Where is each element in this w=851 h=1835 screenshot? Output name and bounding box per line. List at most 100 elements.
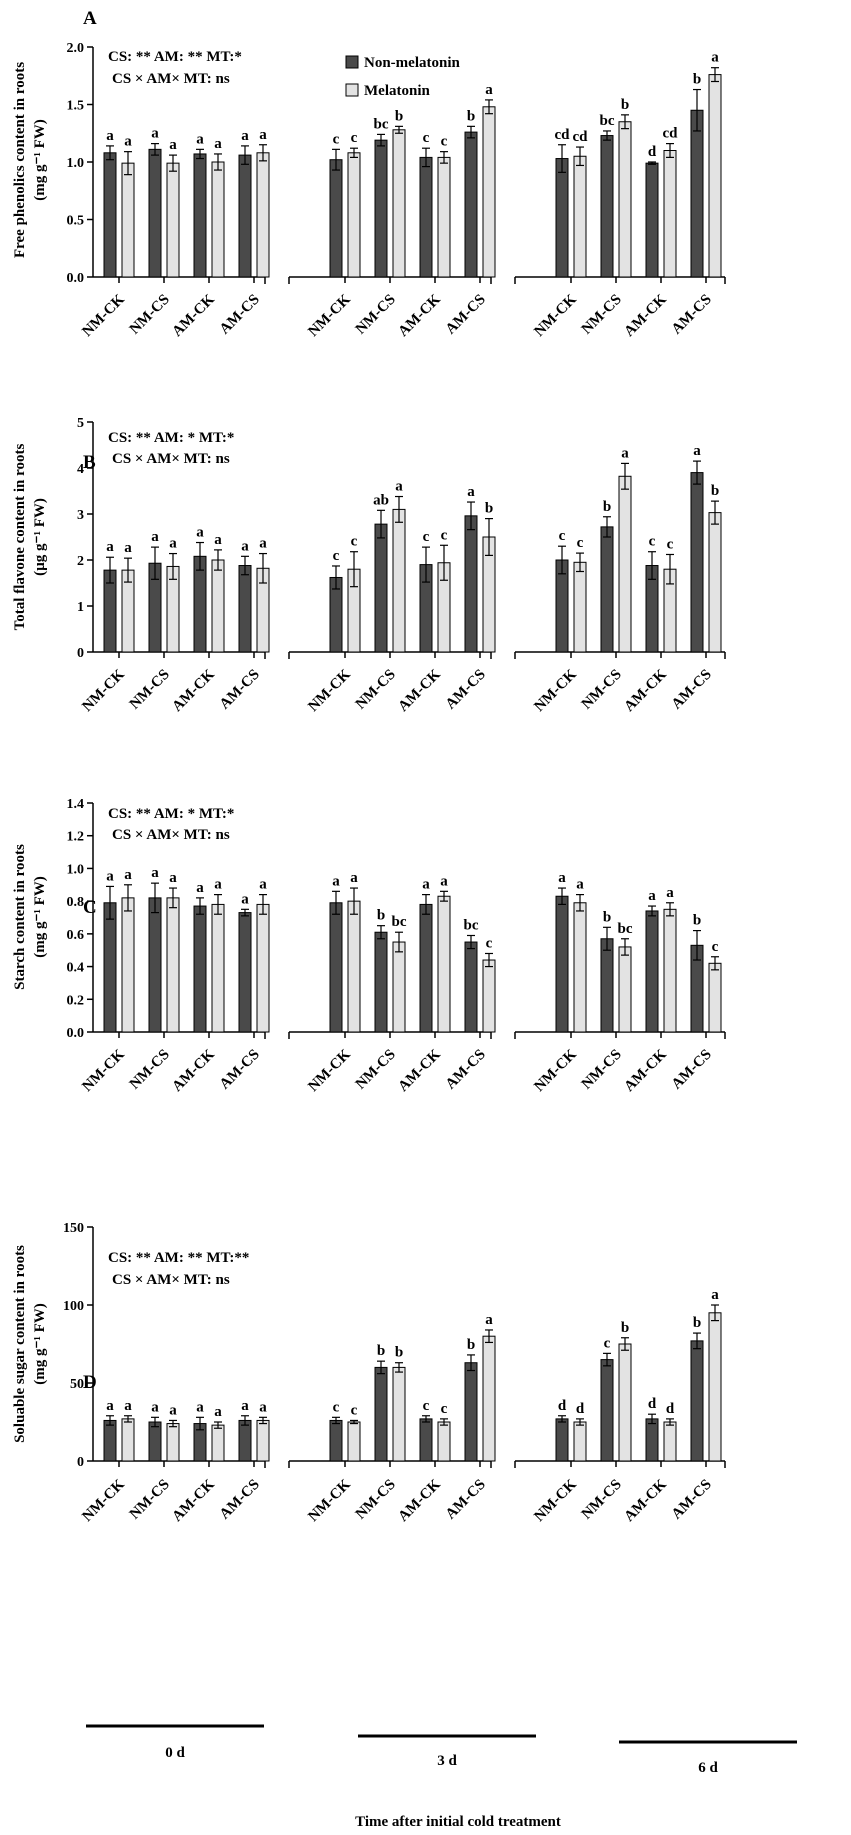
bar bbox=[482, 106, 496, 278]
y-tick-label: 150 bbox=[63, 1221, 84, 1236]
bar bbox=[103, 152, 117, 278]
significance-letter: a bbox=[151, 1399, 159, 1415]
significance-letter: c bbox=[712, 939, 719, 955]
significance-letter: b bbox=[485, 501, 493, 517]
bar bbox=[482, 1335, 496, 1462]
y-tick-label: 4 bbox=[77, 462, 84, 477]
significance-letter: b bbox=[377, 1343, 385, 1359]
x-tick-label: AM-CK bbox=[621, 666, 670, 715]
bar bbox=[166, 162, 180, 278]
x-tick-label: AM-CK bbox=[169, 291, 218, 340]
significance-letter: a bbox=[259, 1399, 267, 1415]
bar bbox=[464, 131, 478, 278]
bar bbox=[600, 135, 614, 278]
bar bbox=[419, 156, 433, 278]
x-tick-label: AM-CS bbox=[217, 292, 263, 338]
x-tick-label: AM-CK bbox=[395, 1476, 444, 1525]
stats-annotation: CS: ** AM: * MT:* bbox=[108, 430, 234, 446]
x-tick-label: NM-CK bbox=[79, 291, 128, 340]
x-tick-label: NM-CS bbox=[127, 667, 173, 713]
bar bbox=[600, 526, 614, 653]
bar bbox=[464, 1362, 478, 1462]
significance-letter: a bbox=[196, 880, 204, 896]
bar bbox=[437, 1421, 451, 1462]
significance-letter: c bbox=[486, 935, 493, 951]
bar bbox=[645, 162, 659, 278]
bar bbox=[419, 1418, 433, 1462]
x-tick-label: NM-CK bbox=[79, 666, 128, 715]
panel-label-a: A bbox=[83, 8, 97, 29]
bar bbox=[148, 897, 162, 1033]
significance-letter: a bbox=[711, 50, 719, 66]
x-tick-label: NM-CK bbox=[79, 1046, 128, 1095]
chart-panel-c: 0.00.20.40.60.81.01.21.4NM-CKNM-CSAM-CKA… bbox=[12, 797, 726, 1095]
x-tick-label: AM-CK bbox=[395, 291, 444, 340]
significance-letter: a bbox=[106, 1398, 114, 1414]
bar bbox=[600, 938, 614, 1033]
y-tick-label: 0.6 bbox=[67, 928, 85, 943]
significance-letter: c bbox=[333, 548, 340, 564]
bar bbox=[464, 941, 478, 1033]
significance-letter: a bbox=[214, 136, 222, 152]
bar bbox=[347, 152, 361, 278]
significance-letter: b bbox=[603, 909, 611, 925]
bar bbox=[573, 561, 587, 653]
bar bbox=[256, 1419, 270, 1462]
bar bbox=[690, 472, 704, 653]
bar bbox=[663, 908, 677, 1033]
significance-letter: a bbox=[151, 865, 159, 881]
significance-letter: a bbox=[332, 873, 340, 889]
y-axis-title: Total flavone content in roots bbox=[12, 444, 28, 631]
bar bbox=[211, 559, 225, 653]
bar bbox=[464, 515, 478, 653]
significance-letter: a bbox=[196, 131, 204, 147]
bar bbox=[193, 905, 207, 1033]
significance-letter: a bbox=[666, 885, 674, 901]
x-tick-label: AM-CS bbox=[443, 292, 489, 338]
stats-interaction: CS × AM× MT: ns bbox=[112, 827, 230, 843]
x-tick-label: NM-CK bbox=[531, 291, 580, 340]
legend-label-non-melatonin: Non-melatonin bbox=[364, 55, 460, 71]
significance-letter: a bbox=[214, 532, 222, 548]
significance-letter: a bbox=[214, 1404, 222, 1420]
x-tick-label: NM-CK bbox=[305, 1046, 354, 1095]
significance-letter: b bbox=[395, 1345, 403, 1361]
y-tick-label: 1.2 bbox=[67, 830, 85, 845]
significance-letter: a bbox=[241, 1398, 249, 1414]
x-tick-label: NM-CK bbox=[79, 1476, 128, 1525]
significance-letter: d bbox=[558, 1398, 567, 1414]
bar bbox=[329, 159, 343, 278]
x-tick-label: AM-CK bbox=[621, 1476, 670, 1525]
significance-letter: c bbox=[604, 1335, 611, 1351]
group-label-3d: 3 d bbox=[437, 1753, 457, 1769]
significance-letter: a bbox=[259, 127, 267, 143]
bar bbox=[708, 962, 722, 1033]
x-tick-label: AM-CK bbox=[169, 1476, 218, 1525]
significance-letter: c bbox=[351, 1402, 358, 1418]
group-label-0d: 0 d bbox=[165, 1745, 185, 1761]
y-tick-label: 2.0 bbox=[67, 41, 85, 56]
stats-interaction: CS × AM× MT: ns bbox=[112, 1272, 230, 1288]
bar bbox=[708, 512, 722, 653]
significance-letter: b bbox=[693, 72, 701, 88]
significance-letter: b bbox=[621, 97, 629, 113]
significance-letter: c bbox=[423, 529, 430, 545]
significance-letter: d bbox=[648, 144, 657, 160]
significance-letter: a bbox=[124, 1398, 132, 1414]
significance-letter: a bbox=[350, 870, 358, 886]
stats-annotation: CS: ** AM: * MT:* bbox=[108, 806, 234, 822]
x-tick-label: AM-CS bbox=[217, 667, 263, 713]
significance-letter: b bbox=[467, 1337, 475, 1353]
bar bbox=[166, 1423, 180, 1462]
significance-letter: c bbox=[423, 130, 430, 146]
bar bbox=[374, 523, 388, 653]
significance-letter: a bbox=[395, 479, 403, 495]
y-tick-label: 0.0 bbox=[67, 1026, 85, 1041]
significance-letter: a bbox=[241, 538, 249, 554]
significance-letter: cd bbox=[555, 127, 571, 143]
